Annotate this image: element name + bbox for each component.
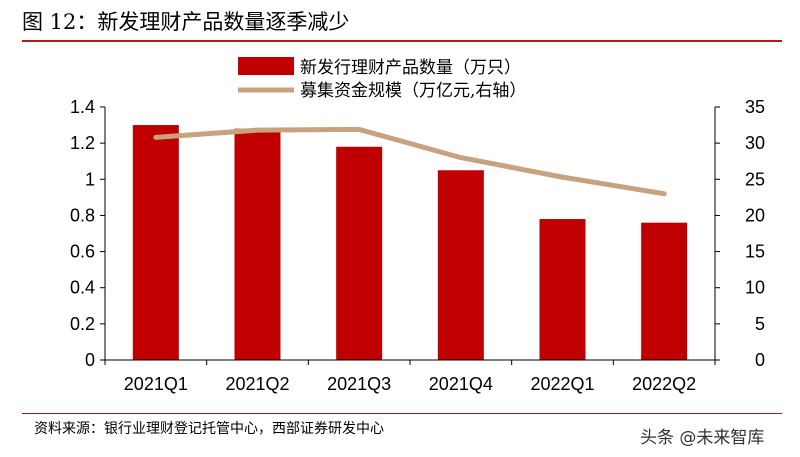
legend: 新发行理财产品数量（万只） 募集资金规模（万亿元,右轴） (238, 57, 526, 101)
bar (336, 146, 383, 360)
source-note: 资料来源：银行业理财登记托管中心，西部证券研发中心 (34, 421, 384, 437)
right-tick-label: 5 (755, 314, 765, 334)
line-path (153, 126, 667, 197)
bar (539, 219, 586, 360)
left-tick-label: 1.2 (70, 133, 95, 153)
x-tick-label: 2022Q1 (530, 374, 594, 394)
right-tick-label: 0 (755, 350, 765, 370)
left-tick-label: 0.8 (70, 205, 95, 225)
right-tick-label: 10 (745, 278, 765, 298)
left-tick-label: 0.4 (70, 278, 95, 298)
left-axis: 0 0.2 0.4 0.6 0.8 1 1.2 1.4 (70, 97, 106, 370)
right-axis: 0 5 10 15 20 25 30 35 (714, 97, 765, 370)
x-tick-label: 2021Q4 (429, 374, 493, 394)
x-tick-label: 2021Q2 (225, 374, 289, 394)
left-tick-label: 0.2 (70, 314, 95, 334)
left-tick-label: 1.4 (70, 97, 95, 117)
legend-label-bar: 新发行理财产品数量（万只） (300, 58, 521, 78)
x-tick-label: 2022Q2 (632, 374, 696, 394)
bar (234, 128, 281, 360)
right-tick-label: 30 (745, 133, 765, 153)
right-tick-label: 20 (745, 205, 765, 225)
legend-label-line: 募集资金规模（万亿元,右轴） (300, 81, 526, 101)
title-divider (22, 40, 782, 42)
bar (437, 170, 484, 360)
line-series (153, 126, 667, 197)
left-tick-label: 0.6 (70, 242, 95, 262)
x-tick-label: 2021Q1 (124, 374, 188, 394)
watermark: 头条 @未来智库 (640, 428, 765, 448)
legend-swatch-bar (238, 57, 294, 75)
bar (641, 222, 688, 360)
source-divider (22, 413, 782, 414)
x-tick-label: 2021Q3 (327, 374, 391, 394)
bar-series (132, 125, 688, 360)
chart-title: 图 12：新发理财产品数量逐季减少 (22, 10, 350, 34)
x-axis: 2021Q1 2021Q2 2021Q3 2021Q4 2022Q1 2022Q2 (104, 359, 716, 394)
right-tick-label: 35 (745, 97, 765, 117)
right-tick-label: 15 (745, 242, 765, 262)
bar (132, 125, 179, 360)
left-tick-label: 0 (85, 350, 95, 370)
right-tick-label: 25 (745, 169, 765, 189)
left-tick-label: 1 (85, 169, 95, 189)
